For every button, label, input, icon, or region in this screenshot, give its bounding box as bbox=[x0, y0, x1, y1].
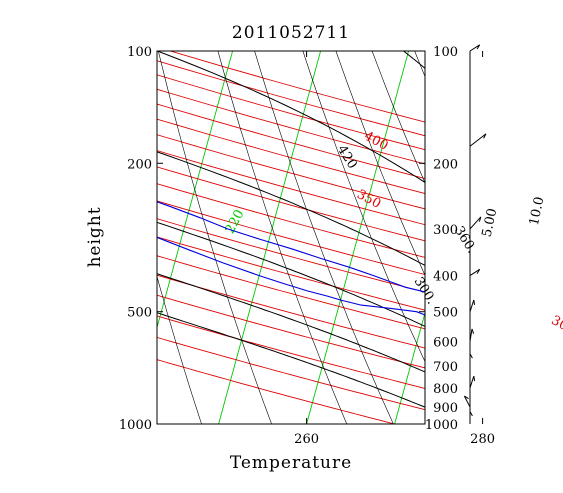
wind-barb-head bbox=[469, 411, 473, 417]
mixing-ratio-line bbox=[157, 275, 202, 424]
wind-barb bbox=[469, 268, 480, 276]
mixing-ratio-line bbox=[335, 51, 425, 277]
contour-label: 300 bbox=[549, 313, 563, 338]
y-tick-label: 500 bbox=[127, 306, 152, 321]
wind-level-label: 500 bbox=[433, 306, 458, 321]
dry-adiabat-line bbox=[170, 51, 425, 123]
wind-barb-head bbox=[483, 133, 487, 139]
moist-adiabats-layer bbox=[157, 43, 563, 424]
moist-adiabat-line bbox=[157, 273, 425, 373]
wind-level-label: 1000 bbox=[425, 418, 458, 433]
isotherm-line bbox=[394, 311, 425, 424]
dry-adiabat-line bbox=[157, 359, 395, 424]
x-tick-label: 280 bbox=[470, 432, 495, 447]
moist-adiabat-line bbox=[157, 312, 425, 408]
wind-barb-head bbox=[471, 328, 475, 334]
x-axis-label: Temperature bbox=[230, 453, 352, 473]
mixing-ratio-layer bbox=[157, 51, 425, 424]
contour-label: 220 bbox=[223, 207, 248, 236]
dry-adiabat-line bbox=[157, 60, 425, 137]
y-tick-label: 100 bbox=[127, 45, 152, 60]
wind-barb bbox=[469, 375, 475, 389]
plot-frame bbox=[156, 50, 426, 425]
dry-adiabat-line bbox=[157, 134, 425, 210]
dry-adiabat-line bbox=[157, 294, 425, 369]
isotherm-line bbox=[0, 51, 57, 424]
contour-label: 420 bbox=[334, 143, 360, 172]
isotherm-line bbox=[218, 51, 322, 424]
y-axis-label: height bbox=[85, 206, 105, 267]
isotherm-line bbox=[157, 51, 234, 330]
wind-level-label: 600 bbox=[433, 335, 458, 350]
y-tick-label: 1000 bbox=[119, 418, 152, 433]
wind-barb bbox=[469, 299, 475, 312]
mixing-ratio-line bbox=[217, 51, 348, 424]
mixing-ratio-line bbox=[254, 51, 394, 424]
y-tick-label: 200 bbox=[127, 157, 152, 172]
mixing-ratio-line bbox=[302, 51, 425, 363]
dry-adiabat-line bbox=[157, 150, 425, 226]
moist-adiabat-line bbox=[532, 43, 563, 424]
contour-label: 10.0 bbox=[527, 195, 548, 226]
wind-profile: 100 200 300 400 500 600 700 800 900 1000 bbox=[425, 44, 487, 433]
wind-barb bbox=[469, 133, 487, 147]
dry-adiabat-line bbox=[157, 336, 425, 411]
contour-label: 5.00 bbox=[480, 207, 501, 238]
chart-title: 2011052711 bbox=[232, 23, 350, 43]
wind-level-label: 800 bbox=[433, 382, 458, 397]
sounding-profiles-layer bbox=[157, 201, 425, 316]
wind-level-label: 200 bbox=[433, 157, 458, 172]
wind-barb bbox=[463, 395, 471, 408]
wind-level-label: 400 bbox=[433, 270, 458, 285]
y-axis: 100 200 500 1000 bbox=[119, 45, 425, 433]
x-tick-label: 260 bbox=[294, 432, 319, 447]
wind-barb bbox=[469, 328, 473, 342]
dry-adiabat-line bbox=[157, 315, 425, 389]
moist-adiabat-line bbox=[157, 51, 425, 184]
wind-barb-head bbox=[476, 44, 481, 50]
wind-barb-head bbox=[478, 216, 482, 222]
wind-level-label: 700 bbox=[433, 360, 458, 375]
contour-label: 350 bbox=[354, 187, 383, 212]
dry-adiabat-line bbox=[157, 88, 425, 165]
moist-adiabat-line bbox=[402, 51, 425, 69]
dry-adiabat-line bbox=[157, 274, 425, 349]
wind-barb bbox=[469, 216, 482, 230]
mixing-ratio-line bbox=[158, 51, 272, 424]
dewpoint-profile-line bbox=[157, 236, 425, 316]
wind-barb-head bbox=[473, 376, 476, 382]
dry-adiabat-line bbox=[157, 255, 425, 330]
dry-adiabats-layer bbox=[157, 51, 425, 424]
wind-barb-head bbox=[469, 353, 473, 359]
moist-adiabat-line bbox=[157, 151, 425, 267]
wind-barb bbox=[469, 44, 480, 52]
dry-adiabat-line bbox=[157, 183, 425, 258]
wind-barb-head bbox=[473, 299, 476, 305]
wind-barb-head bbox=[476, 269, 481, 274]
wind-level-label: 900 bbox=[433, 401, 458, 416]
wind-barb-head bbox=[464, 395, 469, 400]
dry-adiabat-line bbox=[157, 166, 425, 242]
isotherm-line bbox=[483, 51, 563, 424]
wind-level-label: 100 bbox=[433, 45, 458, 60]
x-axis: 260 280 300 bbox=[294, 51, 495, 447]
wind-level-label: 300 bbox=[433, 223, 458, 238]
